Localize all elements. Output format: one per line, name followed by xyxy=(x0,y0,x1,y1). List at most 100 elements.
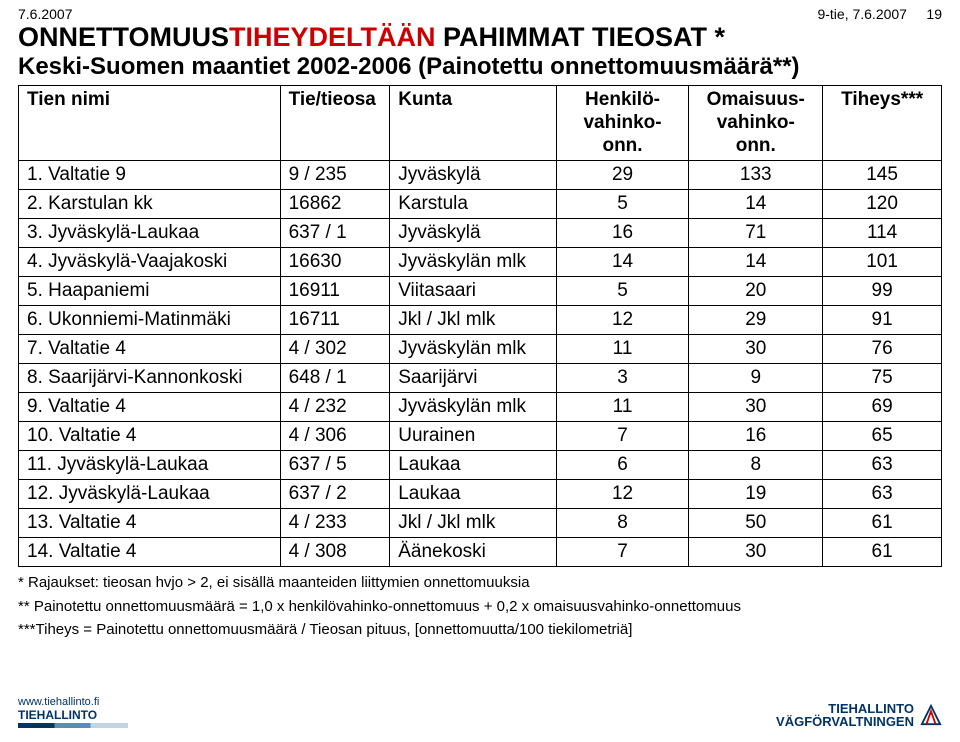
cell-property-damage: 16 xyxy=(689,422,823,451)
cell-municipality: Viitasaari xyxy=(390,277,556,306)
cell-road-section: 648 / 1 xyxy=(280,364,390,393)
cell-road-section: 16711 xyxy=(280,306,390,335)
title-suffix: PAHIMMAT TIEOSAT * xyxy=(436,22,726,52)
table-row: 6. Ukonniemi-Matinmäki16711Jkl / Jkl mlk… xyxy=(19,306,942,335)
cell-density: 120 xyxy=(823,190,942,219)
cell-road-section: 16862 xyxy=(280,190,390,219)
cell-density: 114 xyxy=(823,219,942,248)
col-municipality: Kunta xyxy=(390,86,556,161)
cell-property-damage: 71 xyxy=(689,219,823,248)
table-row: 2. Karstulan kk16862Karstula514120 xyxy=(19,190,942,219)
cell-road-section: 4 / 308 xyxy=(280,538,390,567)
col-property-damage: Omaisuus- vahinko- onn. xyxy=(689,86,823,161)
table-row: 13. Valtatie 44 / 233Jkl / Jkl mlk85061 xyxy=(19,509,942,538)
cell-density: 76 xyxy=(823,335,942,364)
cell-road-name: 9. Valtatie 4 xyxy=(19,393,281,422)
cell-road-section: 16911 xyxy=(280,277,390,306)
cell-road-name: 5. Haapaniemi xyxy=(19,277,281,306)
cell-municipality: Jyväskylä xyxy=(390,219,556,248)
page-title: ONNETTOMUUSTIHEYDELTÄÄN PAHIMMAT TIEOSAT… xyxy=(18,22,942,53)
cell-road-section: 637 / 1 xyxy=(280,219,390,248)
vagforvaltningen-icon xyxy=(920,704,942,726)
cell-property-damage: 14 xyxy=(689,190,823,219)
cell-density: 145 xyxy=(823,161,942,190)
footer-logos: www.tiehallinto.fi TIEHALLINTO TIEHALLIN… xyxy=(18,696,942,728)
cell-road-name: 3. Jyväskylä-Laukaa xyxy=(19,219,281,248)
cell-personal-injury: 5 xyxy=(556,190,689,219)
table-row: 9. Valtatie 44 / 232Jyväskylän mlk113069 xyxy=(19,393,942,422)
cell-road-name: 2. Karstulan kk xyxy=(19,190,281,219)
cell-personal-injury: 12 xyxy=(556,480,689,509)
cell-road-name: 10. Valtatie 4 xyxy=(19,422,281,451)
footnote-1: * Rajaukset: tieosan hvjo > 2, ei sisäll… xyxy=(18,571,942,594)
cell-road-name: 4. Jyväskylä-Vaajakoski xyxy=(19,248,281,277)
cell-property-damage: 50 xyxy=(689,509,823,538)
cell-personal-injury: 8 xyxy=(556,509,689,538)
cell-road-section: 4 / 306 xyxy=(280,422,390,451)
cell-personal-injury: 7 xyxy=(556,538,689,567)
cell-municipality: Laukaa xyxy=(390,480,556,509)
cell-personal-injury: 11 xyxy=(556,393,689,422)
logo-tiehallinto-left: www.tiehallinto.fi TIEHALLINTO xyxy=(18,696,128,728)
cell-density: 63 xyxy=(823,480,942,509)
cell-road-section: 637 / 2 xyxy=(280,480,390,509)
cell-municipality: Karstula xyxy=(390,190,556,219)
cell-density: 61 xyxy=(823,509,942,538)
col-personal-injury: Henkilö- vahinko- onn. xyxy=(556,86,689,161)
footnotes: * Rajaukset: tieosan hvjo > 2, ei sisäll… xyxy=(18,571,942,641)
cell-municipality: Jyväskylän mlk xyxy=(390,335,556,364)
col-road-section: Tie/tieosa xyxy=(280,86,390,161)
footnote-2: ** Painotettu onnettomuusmäärä = 1,0 x h… xyxy=(18,595,942,618)
cell-road-section: 4 / 232 xyxy=(280,393,390,422)
cell-property-damage: 9 xyxy=(689,364,823,393)
cell-personal-injury: 16 xyxy=(556,219,689,248)
cell-property-damage: 30 xyxy=(689,393,823,422)
col-density: Tiheys*** xyxy=(823,86,942,161)
table-header-row: Tien nimi Tie/tieosa Kunta Henkilö- vahi… xyxy=(19,86,942,161)
table-row: 7. Valtatie 44 / 302Jyväskylän mlk113076 xyxy=(19,335,942,364)
cell-municipality: Jyväskylän mlk xyxy=(390,248,556,277)
cell-road-name: 1. Valtatie 9 xyxy=(19,161,281,190)
cell-road-name: 6. Ukonniemi-Matinmäki xyxy=(19,306,281,335)
table-row: 4. Jyväskylä-Vaajakoski16630Jyväskylän m… xyxy=(19,248,942,277)
cell-municipality: Jkl / Jkl mlk xyxy=(390,509,556,538)
accident-density-table: Tien nimi Tie/tieosa Kunta Henkilö- vahi… xyxy=(18,85,942,567)
cell-property-damage: 14 xyxy=(689,248,823,277)
cell-road-section: 16630 xyxy=(280,248,390,277)
table-row: 12. Jyväskylä-Laukaa637 / 2Laukaa121963 xyxy=(19,480,942,509)
table-row: 3. Jyväskylä-Laukaa637 / 1Jyväskylä16711… xyxy=(19,219,942,248)
logo-left-brand: TIEHALLINTO xyxy=(18,708,128,722)
cell-road-name: 14. Valtatie 4 xyxy=(19,538,281,567)
cell-density: 61 xyxy=(823,538,942,567)
cell-municipality: Äänekoski xyxy=(390,538,556,567)
cell-municipality: Jkl / Jkl mlk xyxy=(390,306,556,335)
cell-municipality: Saarijärvi xyxy=(390,364,556,393)
cell-personal-injury: 14 xyxy=(556,248,689,277)
cell-road-name: 13. Valtatie 4 xyxy=(19,509,281,538)
cell-density: 63 xyxy=(823,451,942,480)
header-right-text: 9-tie, 7.6.2007 xyxy=(817,6,907,22)
cell-municipality: Jyväskylän mlk xyxy=(390,393,556,422)
logo-tiehallinto-right: TIEHALLINTO VÄGFÖRVALTNINGEN xyxy=(776,702,942,728)
cell-density: 91 xyxy=(823,306,942,335)
cell-road-section: 9 / 235 xyxy=(280,161,390,190)
cell-property-damage: 19 xyxy=(689,480,823,509)
cell-property-damage: 30 xyxy=(689,538,823,567)
logo-right-brand: TIEHALLINTO VÄGFÖRVALTNINGEN xyxy=(776,702,914,728)
cell-road-section: 4 / 302 xyxy=(280,335,390,364)
cell-municipality: Laukaa xyxy=(390,451,556,480)
cell-density: 75 xyxy=(823,364,942,393)
table-row: 8. Saarijärvi-Kannonkoski648 / 1Saarijär… xyxy=(19,364,942,393)
cell-personal-injury: 7 xyxy=(556,422,689,451)
cell-personal-injury: 29 xyxy=(556,161,689,190)
cell-personal-injury: 6 xyxy=(556,451,689,480)
cell-road-name: 7. Valtatie 4 xyxy=(19,335,281,364)
page-number: 19 xyxy=(926,6,942,22)
footnote-3: ***Tiheys = Painotettu onnettomuusmäärä … xyxy=(18,618,942,641)
title-prefix: ONNETTOMUUS xyxy=(18,22,229,52)
cell-personal-injury: 11 xyxy=(556,335,689,364)
cell-density: 101 xyxy=(823,248,942,277)
header-meta-right: 9-tie, 7.6.2007 19 xyxy=(817,6,942,22)
cell-personal-injury: 12 xyxy=(556,306,689,335)
cell-property-damage: 20 xyxy=(689,277,823,306)
